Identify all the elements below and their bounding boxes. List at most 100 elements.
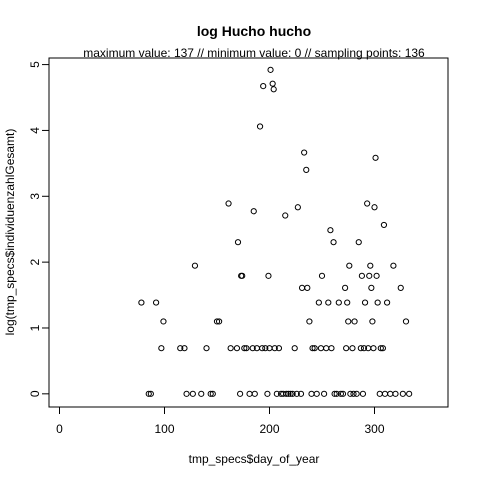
data-point [294,204,301,211]
data-point [285,390,292,397]
data-point [213,318,221,325]
data-point [293,390,300,397]
data-point [333,390,340,397]
data-point [349,345,356,352]
data-point [264,390,271,397]
data-point [343,345,350,352]
data-point [265,272,272,279]
data-point [315,299,322,306]
data-point [259,345,266,352]
data-point [366,272,373,279]
data-point [371,204,378,211]
data-point [237,390,244,397]
data-point [353,390,360,397]
data-point [270,86,277,93]
y-tick-label: 4 [28,127,42,134]
data-point [275,345,283,352]
data-point [291,345,298,352]
data-point [158,345,165,352]
data-point [191,262,199,269]
data-point [351,318,358,325]
data-point [269,80,276,87]
data-point [216,318,223,325]
data-point [347,390,354,397]
data-point [373,272,380,279]
y-tick-label: 2 [28,258,42,265]
data-point [267,66,274,73]
data-points [138,66,413,397]
data-point [207,390,214,397]
data-point [311,345,318,352]
y-tick-label: 5 [28,61,42,68]
x-tick-label: 100 [154,422,174,436]
data-point [189,390,196,397]
data-point [346,262,353,269]
data-point [380,221,388,229]
data-point [273,390,280,397]
data-point [361,299,369,306]
data-point [330,239,337,246]
data-point [249,345,256,352]
data-point [342,284,349,291]
data-point [350,390,357,397]
data-point [183,390,190,397]
data-point [331,390,338,397]
data-point [297,390,305,397]
data-point [177,345,184,352]
x-tick-label: 0 [56,422,63,436]
data-point [282,212,289,219]
data-point [198,390,205,397]
y-axis: 0 1 2 3 4 5 [28,61,50,397]
data-point [233,345,241,352]
data-point [243,345,250,352]
data-point [328,345,335,352]
x-tick-label: 300 [364,422,384,436]
data-point [358,272,365,279]
data-point [325,299,332,306]
data-point [227,345,234,352]
data-point [241,345,248,352]
data-point [402,318,410,325]
data-point [339,390,347,397]
data-point [321,390,328,397]
y-tick-label: 3 [28,193,42,200]
data-point [392,390,399,397]
data-point [372,154,379,161]
data-point [153,299,160,306]
data-point [318,272,326,279]
data-point [260,83,267,90]
data-point [367,262,374,269]
data-point [384,299,391,306]
data-point [239,272,246,279]
data-point [397,284,404,291]
data-point [225,200,232,207]
data-point [364,200,371,207]
data-point [203,345,210,352]
x-tick-label: 200 [259,422,279,436]
data-point [359,390,367,397]
data-point [145,390,152,397]
data-point [301,149,308,156]
data-point [369,318,376,325]
data-point [377,345,384,352]
data-point [271,345,278,352]
data-point [327,227,334,234]
data-point [138,299,145,306]
data-point [256,123,264,130]
data-point [251,390,258,397]
data-point [262,345,269,352]
data-point [181,345,188,352]
data-point [289,390,296,397]
data-point [355,239,362,246]
data-point [160,318,167,325]
data-point [390,262,397,269]
data-point [344,299,351,306]
data-point [304,284,311,291]
data-point [406,390,413,397]
data-point [283,390,290,397]
chart-subtitle: maximum value: 137 // minimum value: 0 /… [83,46,425,60]
data-point [345,318,352,325]
data-point [309,345,316,352]
data-point [306,318,313,325]
